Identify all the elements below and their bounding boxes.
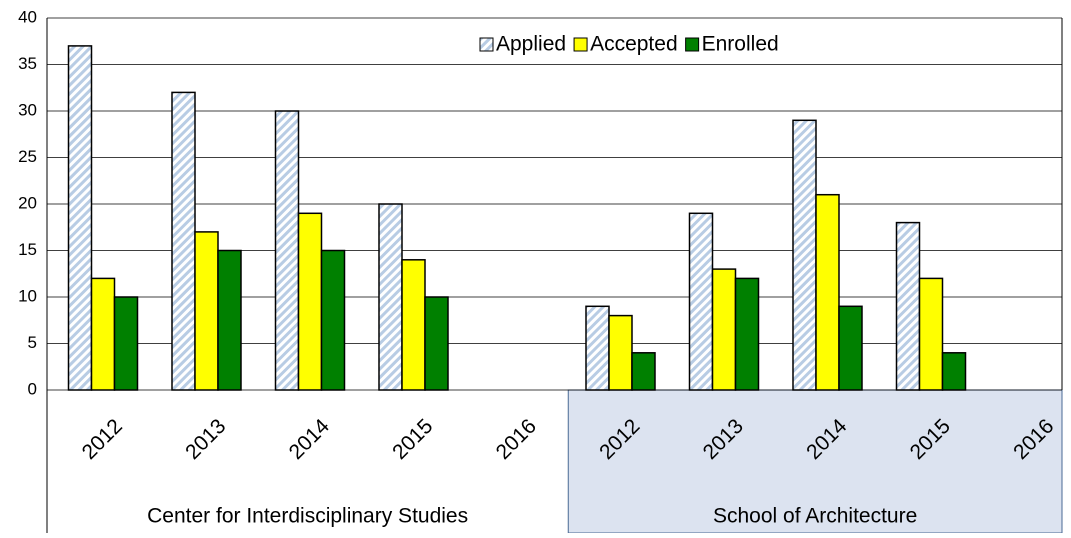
legend-swatch	[685, 37, 700, 52]
y-tick-label: 25	[18, 147, 37, 166]
bar	[688, 212, 714, 391]
y-tick-label: 15	[18, 240, 37, 259]
y-tick-label: 10	[18, 286, 37, 305]
bar	[941, 352, 967, 391]
group-label: School of Architecture	[713, 505, 917, 528]
x-tick-label: 2015	[388, 415, 437, 464]
bar	[424, 296, 449, 391]
bar	[90, 277, 116, 391]
bar	[608, 314, 633, 391]
group-label: Center for Interdisciplinary Studies	[147, 505, 468, 528]
y-tick-label: 20	[18, 193, 37, 212]
bar	[113, 296, 139, 391]
bar	[217, 249, 242, 391]
bar	[320, 249, 346, 391]
y-tick-label: 5	[28, 333, 37, 352]
legend-label: Accepted	[590, 33, 678, 56]
y-tick-label: 35	[18, 54, 37, 73]
bar	[67, 45, 93, 391]
legend-label: Applied	[496, 33, 566, 56]
bar	[194, 231, 219, 391]
bar	[171, 91, 196, 391]
bar	[815, 193, 840, 391]
bar	[792, 119, 817, 391]
x-tick-label: 2012	[78, 415, 127, 464]
bar	[585, 305, 610, 391]
bar	[631, 352, 656, 391]
bar	[711, 268, 737, 391]
bar	[274, 110, 300, 391]
x-tick-label: 2014	[285, 414, 335, 464]
legend-label: Enrolled	[702, 33, 779, 56]
x-tick-label: 2016	[492, 415, 541, 464]
legend-swatch	[479, 37, 494, 52]
y-tick-label: 40	[18, 7, 37, 26]
bar	[734, 277, 760, 391]
bar	[297, 212, 323, 391]
bar	[401, 259, 426, 391]
bar	[378, 203, 403, 391]
bar	[895, 221, 921, 391]
bar	[918, 277, 944, 391]
y-tick-label: 30	[18, 100, 37, 119]
legend-swatch	[573, 37, 588, 52]
x-tick-label: 2013	[181, 415, 230, 464]
bar	[838, 305, 863, 391]
y-tick-label: 0	[28, 379, 37, 398]
